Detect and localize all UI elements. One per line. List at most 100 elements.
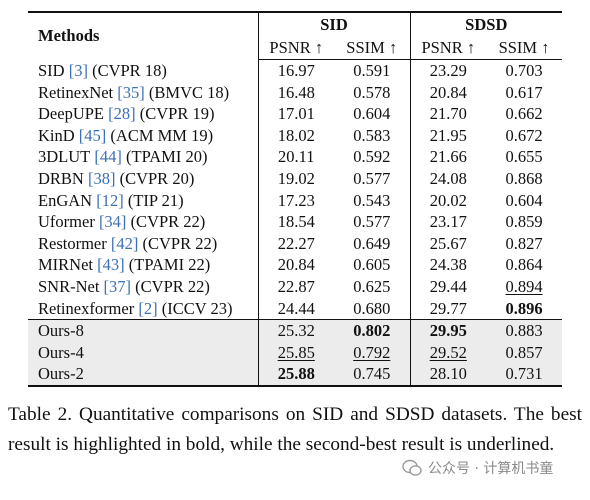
table-row: Ours-8 25.32 0.802 29.95 0.883 [28,319,563,342]
value-cell: 25.88 [257,363,334,387]
citation: [28] [108,104,136,124]
value-cell: 29.95 [409,319,487,342]
value: 0.731 [505,364,543,384]
value: 25.88 [277,364,315,384]
method-name: Ours-2 [38,364,84,384]
value: 29.44 [429,276,467,296]
value-cell: 16.97 [257,59,334,82]
value-cell: 0.792 [334,341,411,364]
table-row: Restormer [42] (CVPR 22) 22.27 0.649 25.67 0… [28,232,562,255]
value-cell: 25.67 [409,232,487,255]
value: 0.655 [505,147,543,167]
value: 18.54 [277,212,315,232]
value: 0.864 [505,255,543,275]
value-cell: 0.592 [334,146,410,168]
value: 0.583 [353,125,391,145]
value: 0.617 [505,82,543,102]
value-cell: 0.672 [486,125,562,147]
venue: (CVPR 22) [135,276,210,296]
value: 0.577 [353,212,391,232]
value-cell: 24.38 [409,254,487,276]
value-cell: 29.52 [409,341,487,364]
value: 17.23 [277,190,315,210]
value: 0.896 [505,298,543,318]
value: 0.604 [353,104,391,124]
method-cell: DeepUPE [28] (CVPR 19) [28,103,258,125]
value: 29.95 [429,321,467,341]
method-cell: Ours-8 [28,319,258,342]
value: 20.02 [429,190,467,210]
value-cell: 0.655 [486,146,562,168]
value-cell: 0.864 [486,254,562,276]
value-cell: 0.625 [334,276,410,298]
value: 0.543 [353,190,391,210]
value-cell: 0.662 [486,103,562,125]
value: 22.87 [277,276,315,296]
value: 0.859 [505,212,543,232]
table-row: 3DLUT [44] (TPAMI 20) 20.11 0.592 21.66 0.65… [28,146,562,168]
value: 25.32 [277,321,315,341]
value-cell: 0.578 [334,82,410,104]
value-cell: 22.87 [257,275,334,298]
method-cell: 3DLUT [44] (TPAMI 20) [28,146,258,168]
citation: [12] [96,190,124,210]
value-cell: 29.77 [409,297,487,320]
method-cell: SNR-Net [37] (CVPR 22) [28,276,258,298]
value: 0.857 [505,342,543,362]
value-cell: 0.802 [334,319,411,342]
method-cell: EnGAN [12] (TIP 21) [28,190,258,212]
value-cell: 0.605 [334,254,410,276]
method-name: KinD [38,125,75,145]
method-name: Retinexformer [38,298,135,318]
value-cell: 18.02 [257,124,334,147]
value-cell: 0.577 [334,211,410,233]
value: 0.649 [353,233,391,253]
metric-row: PSNR ↑ SSIM ↑ PSNR ↑ SSIM ↑ [28,37,563,60]
method-cell: DRBN [38] (CVPR 20) [28,168,258,190]
table-row: SID [3] (CVPR 18) 16.97 0.591 23.29 0.703 [28,59,562,82]
table-body: SID [3] (CVPR 18) 16.97 0.591 23.29 0.703 Ret… [28,59,563,387]
value: 21.70 [429,104,467,124]
method-name: SNR-Net [38,276,100,296]
value: 21.95 [429,125,467,145]
value-cell: 0.883 [486,319,563,342]
value: 25.67 [429,233,467,253]
value-cell: 16.48 [257,81,334,104]
group-header: SDSD [409,11,563,37]
citation: [38] [87,168,116,188]
method-name: DeepUPE [38,104,104,124]
value: 0.578 [353,82,391,102]
method-name: DRBN [38,168,84,188]
value: 25.85 [277,342,315,362]
venue: (CVPR 20) [119,168,195,188]
value: 29.52 [429,342,467,362]
value-cell: 0.745 [334,363,411,387]
method-name: RetinexNet [38,82,114,102]
table-row: DeepUPE [28] (CVPR 19) 17.01 0.604 21.70 0.6… [28,103,562,125]
method-name: Ours-8 [38,321,84,341]
value-cell: 0.859 [486,211,562,233]
method-name: Ours-4 [38,342,84,362]
citation: [43] [97,255,125,275]
citation: [2] [138,298,158,318]
venue: (TIP 21) [127,190,184,210]
value-cell: 0.604 [334,103,410,125]
citation: [42] [110,233,139,253]
watermark: 公众号 · 计算机书童 [398,456,558,480]
value-cell: 0.827 [486,233,562,255]
watermark-text: 公众号 · 计算机书童 [428,461,554,477]
value-cell: 0.857 [486,341,563,364]
value: 23.29 [429,61,467,80]
value: 0.827 [505,233,543,253]
value: 0.577 [353,168,391,188]
value: 0.625 [353,276,391,296]
value-cell: 17.23 [257,189,334,212]
value: 24.44 [277,298,315,318]
value: 0.672 [505,125,543,145]
value: 16.48 [277,82,315,102]
value: 20.84 [277,255,315,275]
value-cell: 0.617 [486,82,562,104]
value-cell: 29.44 [409,275,487,298]
wechat-icon [402,459,422,476]
table-row: DRBN [38] (CVPR 20) 19.02 0.577 24.08 0.868 [28,167,562,190]
